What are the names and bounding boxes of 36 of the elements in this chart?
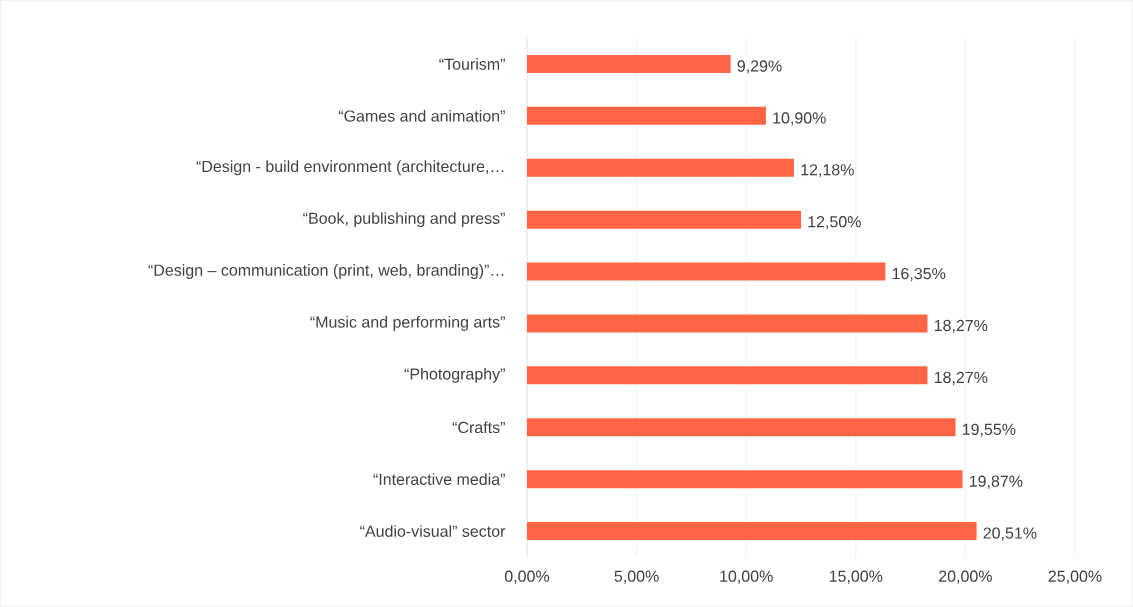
bar [527,54,731,73]
data-label: 10,90% [773,112,826,126]
y-tick-label: “Interactive media” [373,473,505,486]
data-label: 18,27% [934,319,988,334]
x-tick-label: 25,00% [1048,570,1102,584]
y-tick-label: “Games and animation” [338,109,505,122]
bar [527,314,928,333]
bar [527,106,766,125]
y-tick-label: “Audio-visual” sector [360,525,506,537]
bar [527,522,977,541]
bar [527,470,963,489]
bar [527,418,956,437]
bar [527,366,928,385]
x-tick-label: 5,00% [614,570,659,584]
data-label: 12,18% [801,164,854,178]
y-tick-label: “Design – communication (print, web, branding)”… [148,264,504,280]
data-label: 12,50% [808,216,861,230]
bar [527,262,886,281]
y-tick-label: “Tourism” [439,58,505,70]
y-tick-label: “Book, publishing and press” [303,212,505,228]
bar [527,210,801,229]
data-label: 19,87% [969,475,1023,489]
data-label: 18,27% [934,371,988,385]
data-label: 9,29% [737,60,782,74]
data-label: 16,35% [892,267,946,282]
y-tick-label: “Design - build environment (architecture,… [196,160,504,176]
y-tick-label: “Photography” [404,367,505,383]
bar [527,158,794,177]
y-tick-label: “Crafts” [452,421,505,434]
data-label: 19,55% [962,423,1016,437]
x-tick-label: 20,00% [939,570,992,584]
x-tick-label: 15,00% [829,570,883,584]
x-tick-label: 0,00% [504,570,550,584]
data-label: 20,51% [983,527,1037,541]
y-tick-label: “Music and performing arts” [310,315,505,331]
x-tick-label: 10,00% [720,570,773,584]
